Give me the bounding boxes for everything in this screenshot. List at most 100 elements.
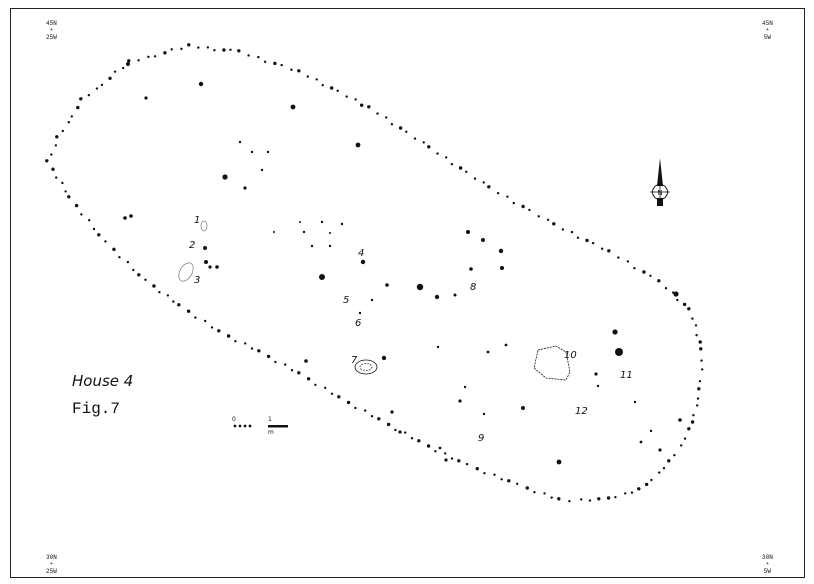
posthole [533,491,536,494]
posthole [354,406,357,410]
posthole [696,404,699,407]
posthole [444,452,447,455]
posthole [658,471,661,474]
posthole [597,497,601,501]
posthole [417,439,421,443]
posthole [121,66,125,70]
posthole [67,121,71,124]
posthole [92,227,96,231]
posthole [364,409,367,412]
posthole [436,152,439,155]
feature-label-7: 7 [351,355,358,366]
posthole [67,195,71,199]
posthole [576,236,580,239]
posthole [398,430,402,434]
posthole [137,273,141,277]
posthole [585,238,589,243]
posthole [330,392,334,395]
posthole [376,112,379,115]
corner-cross-icon: + [765,561,769,567]
posthole [257,349,261,353]
posthole [701,368,704,371]
posthole [340,222,344,226]
posthole [355,142,361,148]
posthole [80,213,83,216]
posthole [405,130,408,133]
posthole [561,228,565,231]
posthole [673,454,676,457]
posthole [213,49,216,52]
posthole [642,270,646,274]
corner-top-right-line2: 5W [763,34,771,41]
feature-label-12: 12 [575,406,588,417]
posthole [507,479,511,483]
posthole [607,249,611,253]
posthole [290,104,296,110]
posthole [630,491,634,494]
posthole [614,496,617,499]
posthole [54,144,58,147]
posthole [144,96,148,100]
posthole [649,429,653,433]
posthole [637,487,641,491]
posthole [217,329,221,333]
posthole [203,246,207,250]
posthole [273,231,275,233]
posthole [336,89,339,93]
posthole [473,177,477,180]
posthole [465,462,469,466]
posthole [664,287,668,290]
posthole [260,168,264,172]
posthole [700,359,703,362]
posthole [639,440,643,444]
posthole [594,372,598,376]
scale-unit-label: m [268,429,274,436]
posthole [496,192,500,195]
posthole [315,78,318,81]
posthole [600,247,604,250]
posthole [697,387,701,391]
corner-top-left-line1: 45N [46,20,57,27]
posthole [222,174,228,180]
posthole [360,259,366,265]
posthole [537,215,540,218]
posthole [390,123,394,126]
posthole [113,70,117,73]
north-letter: N [657,189,662,197]
posthole [550,496,553,499]
posthole [61,129,64,133]
posthole [426,444,431,448]
posthole [662,467,666,470]
feature-label-3: 3 [194,275,200,286]
posthole [180,47,183,51]
posthole [381,355,387,361]
posthole [678,418,682,422]
posthole [330,86,334,90]
posthole [552,222,556,226]
posthole [204,260,208,264]
posthole [76,105,80,110]
posthole [515,482,519,485]
posthole [557,497,561,501]
feature-label-10: 10 [564,350,577,361]
posthole [606,496,611,500]
posthole [346,400,351,405]
posthole [247,54,250,57]
posthole [458,399,462,403]
posthole [97,233,101,237]
posthole [50,153,53,156]
corner-label-bottom-left: 30N + 25W [46,554,57,575]
posthole [436,345,440,349]
posthole [475,466,479,471]
posthole [434,294,440,300]
posthole [465,170,468,173]
posthole [698,340,702,344]
corner-label-top-left: 45N + 25W [46,20,57,41]
posthole [170,48,173,51]
plan-frame [10,8,805,578]
posthole [500,478,503,481]
posthole [263,60,267,63]
posthole [438,446,442,450]
